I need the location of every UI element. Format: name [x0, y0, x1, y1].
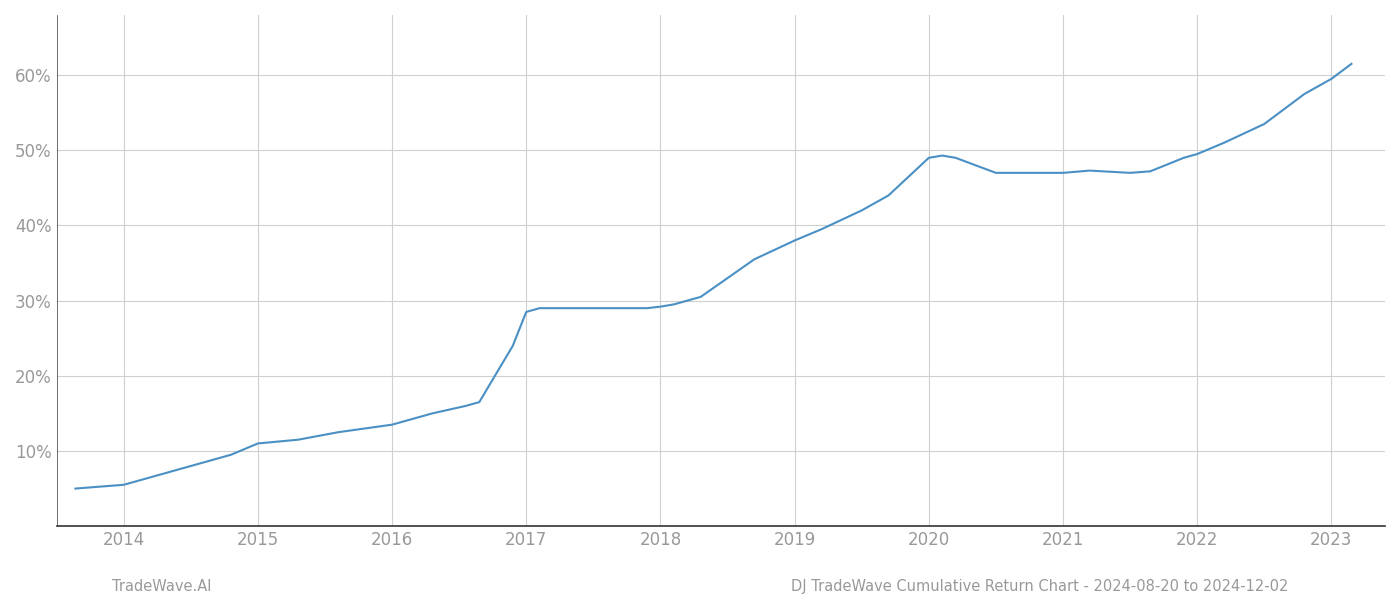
Text: TradeWave.AI: TradeWave.AI — [112, 579, 211, 594]
Text: DJ TradeWave Cumulative Return Chart - 2024-08-20 to 2024-12-02: DJ TradeWave Cumulative Return Chart - 2… — [791, 579, 1288, 594]
